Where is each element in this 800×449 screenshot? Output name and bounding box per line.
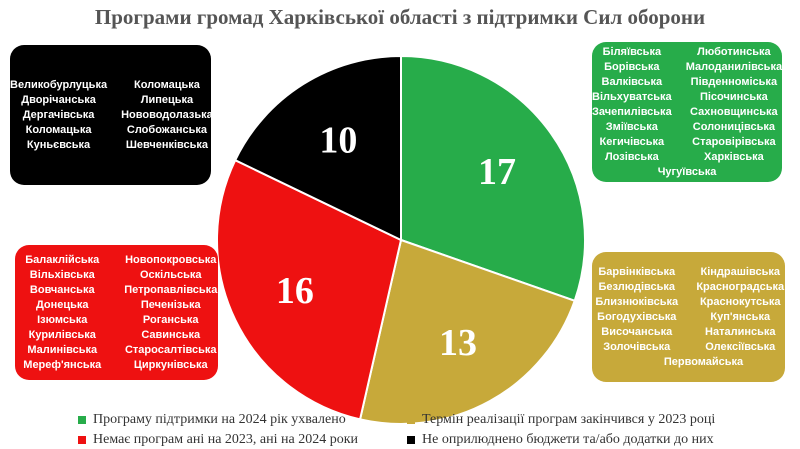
group-box-green: Біляївська Люботинська Борівська Малоданилі… bbox=[592, 42, 782, 182]
pie-slice-red bbox=[216, 158, 403, 421]
pie-slice-green bbox=[400, 54, 586, 303]
community-green-10: Зміївська bbox=[605, 120, 658, 133]
community-red-0: Балаклійська bbox=[25, 253, 100, 266]
group-box-gold: Барвінківська Кіндрашівська Безлюдівська Кр… bbox=[592, 252, 785, 382]
community-black-1: Коломацька bbox=[134, 78, 200, 91]
community-red-14: Мереф'янська bbox=[23, 358, 102, 371]
group-box-red: Балаклійська Новопокровська Вільхівська Оск… bbox=[15, 245, 218, 380]
community-red-7: Печенізька bbox=[140, 298, 201, 311]
pie-label-green: 17 bbox=[478, 151, 516, 193]
community-red-9: Роганська bbox=[142, 313, 199, 326]
community-gold-11: Олексіївська bbox=[705, 340, 776, 353]
community-green-7: Пісочинська bbox=[699, 90, 768, 103]
community-gold-9: Наталинська bbox=[705, 325, 776, 338]
community-green-11: Солоницівська bbox=[692, 120, 775, 133]
community-black-8: Куньєвська bbox=[26, 138, 91, 151]
community-red-8: Ізюмська bbox=[37, 313, 88, 326]
community-gold-10: Золочівська bbox=[603, 340, 671, 353]
community-red-12: Малинівська bbox=[27, 343, 98, 356]
pie-label-gold: 13 bbox=[439, 322, 477, 364]
community-green-6: Вільхуватська bbox=[592, 90, 672, 103]
pie-label-black: 10 bbox=[319, 119, 357, 161]
community-red-4: Вовчанська bbox=[29, 283, 95, 296]
community-gold-5: Краснокутська bbox=[699, 295, 781, 308]
community-red-11: Савинська bbox=[141, 328, 201, 341]
community-gold-8: Височанська bbox=[601, 325, 673, 338]
community-red-15: Циркунівська bbox=[133, 358, 208, 371]
community-gold-3: Красноградська bbox=[696, 280, 785, 293]
community-black-4: Дергачівська bbox=[22, 108, 95, 121]
community-black-6: Коломацька bbox=[25, 123, 92, 136]
community-green-12: Кегичівська bbox=[599, 135, 665, 148]
community-red-3: Оскільська bbox=[140, 268, 202, 281]
community-green-0: Біляївська bbox=[602, 45, 662, 58]
community-gold-6: Богодухівська bbox=[597, 310, 677, 323]
group-box-black: Великобурлуцька Коломацька Дворічанська Лип… bbox=[10, 45, 213, 185]
community-black-3: Липецька bbox=[140, 93, 194, 106]
chart-title: Програми громад Харківської області з пі… bbox=[94, 5, 706, 29]
community-red-13: Старосалтівська bbox=[124, 343, 217, 356]
community-gold-7: Куп'янська bbox=[710, 310, 771, 323]
community-gold-12: Первомайська bbox=[663, 355, 744, 368]
community-red-2: Вільхівська bbox=[29, 268, 95, 281]
community-gold-4: Близнюківська bbox=[595, 295, 679, 308]
community-black-0: Великобурлуцька bbox=[10, 78, 108, 91]
community-green-2: Борівська bbox=[604, 60, 660, 73]
community-black-7: Слобожанська bbox=[126, 123, 207, 136]
pie-label-red: 16 bbox=[276, 270, 314, 312]
pie-slice-black bbox=[233, 54, 402, 242]
community-red-6: Донецька bbox=[35, 298, 89, 311]
community-green-8: Зачепилівська bbox=[592, 105, 672, 118]
community-green-4: Валківська bbox=[601, 75, 663, 88]
community-red-1: Новопокровська bbox=[125, 253, 217, 266]
community-green-14: Лозівська bbox=[604, 150, 659, 163]
community-black-5: Нововодолазька bbox=[121, 108, 213, 121]
community-green-9: Сахновщинська bbox=[690, 105, 778, 118]
community-gold-1: Кіндрашівська bbox=[700, 265, 780, 278]
pie-slice-gold bbox=[358, 238, 576, 425]
community-green-3: Малоданилівська bbox=[685, 60, 783, 73]
community-red-5: Петропавлівська bbox=[124, 283, 218, 296]
community-green-13: Старовірівська bbox=[692, 135, 776, 148]
community-black-9: Шевченківська bbox=[125, 138, 209, 151]
community-green-16: Чугуївська bbox=[657, 165, 717, 178]
community-green-15: Харківська bbox=[704, 150, 764, 163]
community-green-5: Південноміська bbox=[690, 75, 778, 88]
community-red-10: Курилівська bbox=[28, 328, 96, 341]
community-gold-0: Барвінківська bbox=[598, 265, 676, 278]
community-black-2: Дворічанська bbox=[21, 93, 96, 106]
community-green-1: Люботинська bbox=[697, 45, 771, 58]
community-gold-2: Безлюдівська bbox=[598, 280, 676, 293]
